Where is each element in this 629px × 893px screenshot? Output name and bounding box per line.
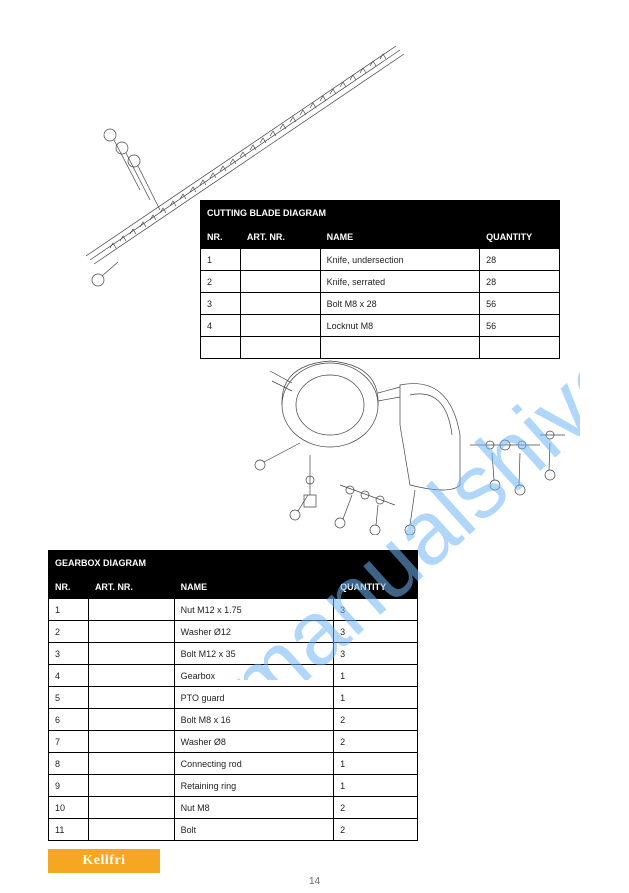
table-cell: 1 bbox=[334, 665, 418, 687]
table-cell: 3 bbox=[334, 599, 418, 621]
table-cell: 10 bbox=[49, 797, 89, 819]
table-cell: 3 bbox=[334, 621, 418, 643]
table-cell bbox=[88, 621, 174, 643]
table-cell: 3 bbox=[201, 293, 241, 315]
table-cell: 2 bbox=[334, 819, 418, 841]
table-cell: Nut M12 x 1.75 bbox=[174, 599, 333, 621]
table-cell: 1 bbox=[49, 599, 89, 621]
table-cell: Knife, undersection bbox=[320, 249, 479, 271]
table-row: 2 Knife, serrated28 bbox=[201, 271, 560, 293]
table-cell: Locknut M8 bbox=[320, 315, 479, 337]
brand-logo: Kellfri bbox=[48, 849, 160, 873]
table-cell bbox=[240, 293, 320, 315]
table-cell: 2 bbox=[201, 271, 241, 293]
table-cell: 56 bbox=[480, 315, 560, 337]
table-cell bbox=[88, 753, 174, 775]
table-cell: Bolt bbox=[174, 819, 333, 841]
table-cell: 1 bbox=[334, 687, 418, 709]
table-title: GEARBOX DIAGRAM bbox=[49, 551, 418, 575]
table-cell bbox=[88, 687, 174, 709]
table-row: 4 Gearbox1 bbox=[49, 665, 418, 687]
col-header: QUANTITY bbox=[334, 575, 418, 599]
table-cell bbox=[88, 731, 174, 753]
table-cell bbox=[88, 643, 174, 665]
table-cell bbox=[480, 337, 560, 359]
table-cell: PTO guard bbox=[174, 687, 333, 709]
table-cell: 28 bbox=[480, 249, 560, 271]
table-cell bbox=[201, 337, 241, 359]
table-row: 7 Washer Ø82 bbox=[49, 731, 418, 753]
table-cell: 9 bbox=[49, 775, 89, 797]
col-header: ART. NR. bbox=[240, 225, 320, 249]
table-cell bbox=[88, 775, 174, 797]
table-cell bbox=[88, 797, 174, 819]
table-cell: 4 bbox=[49, 665, 89, 687]
table-cell: 1 bbox=[201, 249, 241, 271]
table-cell: 2 bbox=[49, 621, 89, 643]
table-cell bbox=[88, 599, 174, 621]
table-title: CUTTING BLADE DIAGRAM bbox=[201, 201, 560, 225]
table-row bbox=[201, 337, 560, 359]
table-cell: 1 bbox=[334, 753, 418, 775]
table-cell bbox=[88, 819, 174, 841]
table-cell: 6 bbox=[49, 709, 89, 731]
table-row: 10 Nut M82 bbox=[49, 797, 418, 819]
table-cell: 1 bbox=[334, 775, 418, 797]
col-header: NR. bbox=[201, 225, 241, 249]
parts-table-gearbox: GEARBOX DIAGRAM NR. ART. NR. NAME QUANTI… bbox=[48, 550, 418, 841]
table-cell: 56 bbox=[480, 293, 560, 315]
table-cell: 2 bbox=[334, 797, 418, 819]
col-header: ART. NR. bbox=[88, 575, 174, 599]
table-cell: 11 bbox=[49, 819, 89, 841]
table-cell: Bolt M8 x 28 bbox=[320, 293, 479, 315]
table-cell: 2 bbox=[334, 709, 418, 731]
col-header: NR. bbox=[49, 575, 89, 599]
table-row: 4 Locknut M856 bbox=[201, 315, 560, 337]
parts-table-cutter-bar: CUTTING BLADE DIAGRAM NR. ART. NR. NAME … bbox=[200, 200, 560, 359]
table-cell: Washer Ø12 bbox=[174, 621, 333, 643]
table-cell: Retaining ring bbox=[174, 775, 333, 797]
table-row: 3Bolt M12 x 353 bbox=[49, 643, 418, 665]
table-row: 2 Washer Ø123 bbox=[49, 621, 418, 643]
table-cell bbox=[88, 709, 174, 731]
table-cell bbox=[88, 665, 174, 687]
page-number: 14 bbox=[0, 876, 629, 887]
gearbox-drawing bbox=[200, 335, 580, 535]
table-row: 6 Bolt M8 x 162 bbox=[49, 709, 418, 731]
table-cell: 3 bbox=[334, 643, 418, 665]
col-header: QUANTITY bbox=[480, 225, 560, 249]
table-row: 1 Knife, undersection28 bbox=[201, 249, 560, 271]
table-cell: Bolt M8 x 16 bbox=[174, 709, 333, 731]
table-cell bbox=[320, 337, 479, 359]
table-row: 8 Connecting rod1 bbox=[49, 753, 418, 775]
table-row: 5 PTO guard1 bbox=[49, 687, 418, 709]
table-cell: Gearbox bbox=[174, 665, 333, 687]
table-cell: 28 bbox=[480, 271, 560, 293]
table-cell: Knife, serrated bbox=[320, 271, 479, 293]
table-cell: Washer Ø8 bbox=[174, 731, 333, 753]
table-cell bbox=[240, 315, 320, 337]
table-row: 11 Bolt2 bbox=[49, 819, 418, 841]
table-cell: 2 bbox=[334, 731, 418, 753]
table-row: 9 Retaining ring1 bbox=[49, 775, 418, 797]
table-row: 1 Nut M12 x 1.753 bbox=[49, 599, 418, 621]
table-row: 3 Bolt M8 x 2856 bbox=[201, 293, 560, 315]
table-cell: Bolt M12 x 35 bbox=[174, 643, 333, 665]
table-cell: Connecting rod bbox=[174, 753, 333, 775]
table-cell: Nut M8 bbox=[174, 797, 333, 819]
table-cell bbox=[240, 249, 320, 271]
table-cell: 7 bbox=[49, 731, 89, 753]
col-header: NAME bbox=[174, 575, 333, 599]
table-cell: 5 bbox=[49, 687, 89, 709]
table-cell bbox=[240, 337, 320, 359]
col-header: NAME bbox=[320, 225, 479, 249]
table-cell: 4 bbox=[201, 315, 241, 337]
table-cell: 8 bbox=[49, 753, 89, 775]
table-cell: 3 bbox=[49, 643, 89, 665]
table-cell bbox=[240, 271, 320, 293]
